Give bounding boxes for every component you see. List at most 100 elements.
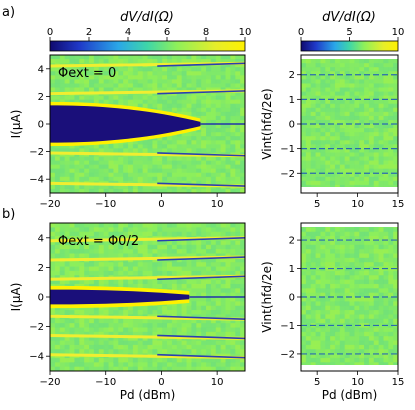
heatmap-cell (373, 240, 380, 246)
heatmap-cell (359, 231, 365, 237)
heatmap-cell (305, 353, 312, 359)
heatmap-cell (113, 310, 119, 315)
heatmap-cell (235, 180, 241, 186)
heatmap-cell (325, 240, 331, 246)
heatmap-cell (93, 87, 100, 93)
heatmap-cell (388, 266, 394, 272)
heatmap-cell (74, 344, 80, 350)
heatmap-cell (93, 164, 100, 170)
heatmap-cell (393, 115, 398, 121)
heatmap-cell (142, 172, 148, 178)
heatmap-cell (339, 327, 346, 333)
heatmap-cell (330, 71, 336, 76)
heatmap-cell (137, 262, 144, 268)
heatmap-cell (330, 288, 336, 294)
heatmap-cell (108, 249, 114, 254)
heatmap-cell (196, 160, 202, 166)
heatmap-cell (388, 63, 394, 68)
heatmap-cell (383, 327, 389, 333)
heatmap-cell (147, 331, 153, 337)
heatmap-cell (93, 318, 100, 324)
heatmap-cell (310, 236, 317, 241)
heatmap-cell (225, 257, 231, 263)
heatmap-cell (132, 310, 139, 315)
heatmap-cell (393, 119, 398, 125)
heatmap-cell (196, 327, 202, 333)
heatmap-cell (128, 349, 134, 355)
heatmap-cell (334, 103, 341, 109)
heatmap-cell (113, 349, 119, 355)
heatmap-cell (191, 279, 197, 285)
heatmap-cell (378, 353, 384, 359)
heatmap-cell (301, 227, 307, 233)
heatmap-cell (349, 136, 355, 141)
heatmap-cell (368, 75, 375, 80)
heatmap-cell (108, 283, 114, 289)
heatmap-cell (230, 172, 236, 178)
heatmap-cell (388, 344, 394, 350)
heatmap-cell (103, 95, 109, 101)
heatmap-cell (167, 231, 173, 237)
heatmap-cell (301, 240, 307, 246)
heatmap-cell (201, 340, 207, 346)
heatmap-cell (240, 249, 245, 254)
heatmap-cell (59, 349, 66, 355)
heatmap-cell (210, 257, 217, 263)
heatmap-cell (305, 160, 312, 166)
heatmap-cell (176, 227, 183, 233)
heatmap-cell (132, 244, 139, 250)
heatmap-cell (152, 227, 158, 233)
heatmap-cell (240, 357, 245, 363)
heatmap-cell (64, 227, 70, 233)
heatmap-cell (320, 340, 326, 346)
heatmap-cell (315, 115, 321, 121)
heatmap-cell (359, 119, 365, 125)
heatmap-cell (167, 148, 173, 153)
heatmap-cell (215, 180, 222, 186)
heatmap-cell (344, 244, 350, 250)
heatmap-cell (181, 323, 187, 328)
heatmap-cell (142, 188, 148, 193)
heatmap-cell (196, 270, 202, 276)
heatmap-cell (320, 283, 326, 289)
heatmap-cell (310, 75, 317, 80)
heatmap-cell (325, 314, 331, 320)
heatmap-cell (215, 59, 222, 64)
heatmap-cell (157, 59, 163, 64)
heatmap-cell (118, 95, 124, 101)
heatmap-cell (206, 188, 212, 193)
heatmap-cell (69, 99, 75, 105)
heatmap-cell (235, 362, 241, 368)
heatmap-cell (191, 172, 197, 178)
heatmap-cell (215, 188, 222, 193)
heatmap-cell (393, 288, 398, 294)
heatmap-cell (167, 75, 173, 80)
heatmap-cell (108, 357, 114, 363)
heatmap-cell (118, 331, 124, 337)
heatmap-cell (240, 95, 245, 101)
heatmap-cell (181, 168, 187, 174)
heatmap-cell (123, 240, 129, 246)
heatmap-cell (240, 115, 245, 121)
heatmap-cell (206, 71, 212, 76)
heatmap-cell (84, 236, 90, 241)
heatmap-cell (315, 67, 321, 72)
heatmap-cell (147, 344, 153, 350)
heatmap-cell (334, 340, 341, 346)
heatmap-cell (344, 144, 350, 149)
heatmap-cell (383, 297, 389, 302)
heatmap-cell (330, 275, 336, 281)
heatmap-cell (330, 292, 336, 298)
heatmap-cell (334, 67, 341, 72)
heatmap-cell (383, 270, 389, 276)
heatmap-cell (220, 257, 226, 263)
heatmap-cell (162, 59, 168, 64)
heatmap-cell (305, 128, 312, 133)
heatmap-cell (59, 327, 66, 333)
heatmap-cell (123, 172, 129, 178)
heatmap-cell (225, 244, 231, 250)
heatmap-cell (191, 257, 197, 263)
heatmap-cell (196, 144, 202, 149)
heatmap-cell (240, 297, 245, 302)
